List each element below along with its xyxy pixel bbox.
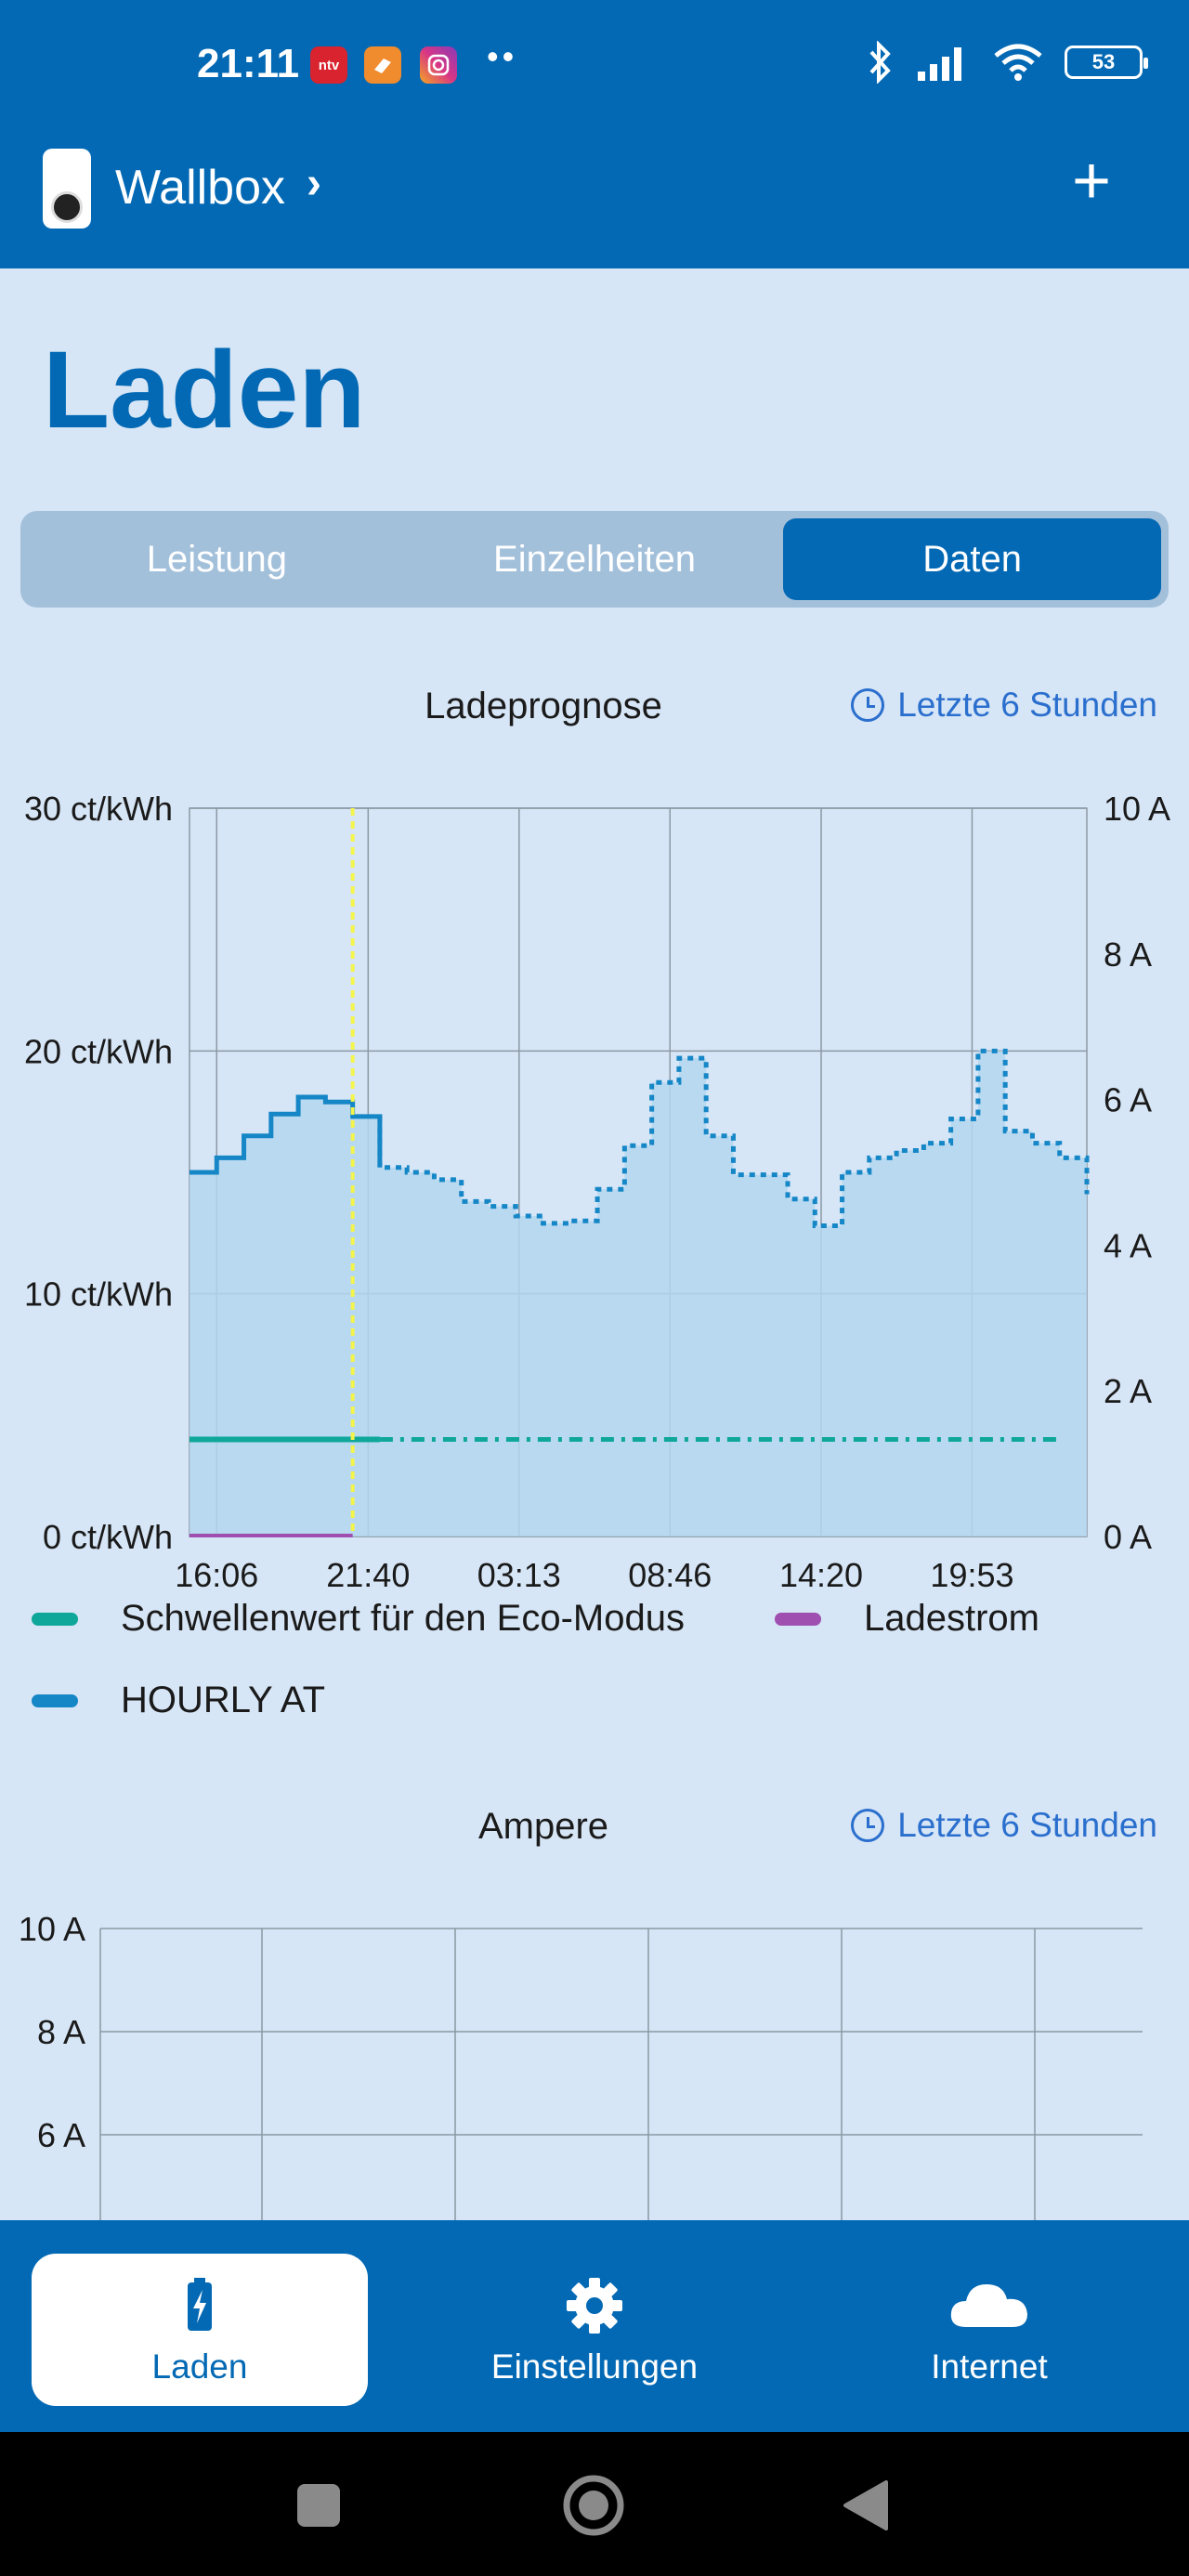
recents-square-icon[interactable] [295, 2482, 342, 2529]
legend-label: HOURLY AT [121, 1680, 326, 1720]
legend-item-ladestrom[interactable]: Ladestrom [775, 1598, 1039, 1640]
tab-leistung[interactable]: Leistung [146, 538, 287, 580]
y-tick-label-right: 2 A [1104, 1372, 1152, 1410]
x-tick-label: 21:40 [326, 1556, 410, 1594]
nav-label: Laden [151, 2347, 248, 2386]
segmented-control: Leistung Einzelheiten Daten [20, 511, 1169, 608]
nav-internet[interactable]: Internet [821, 2254, 1157, 2406]
y-tick-label-left: 20 ct/kWh [24, 1032, 173, 1070]
x-tick-label: 19:53 [930, 1556, 1013, 1594]
y-tick-label-right: 4 A [1104, 1226, 1152, 1264]
bluetooth-icon [869, 41, 891, 84]
device-name[interactable]: Wallbox [115, 161, 286, 215]
shop-app-icon [364, 46, 401, 84]
app-bar: Wallbox › + [0, 132, 1189, 268]
y-tick-label-right: 0 A [1104, 1518, 1152, 1556]
status-time: 21:11 [197, 41, 300, 86]
x-tick-label: 16:06 [175, 1556, 258, 1594]
ampere-chart: 10 A 8 A 6 A [19, 1910, 1143, 2220]
ladeprognose-chart: 30 ct/kWh 20 ct/kWh 10 ct/kWh 0 ct/kWh 10 A 8… [24, 790, 1170, 1594]
ntv-app-icon: ntv [310, 46, 347, 84]
more-notifications-icon: •• [487, 37, 518, 75]
y-tick-label-right: 10 A [1104, 790, 1170, 828]
home-circle-icon[interactable] [561, 2473, 626, 2538]
time-range-selector[interactable]: Letzte 6 Stunden [851, 686, 1157, 725]
time-range-selector[interactable]: Letzte 6 Stunden [851, 1806, 1157, 1845]
legend-label: Schwellenwert für den Eco-Modus [121, 1598, 685, 1639]
add-button[interactable]: + [1071, 144, 1111, 218]
bottom-navigation: Laden Einstellungen Internet [0, 2220, 1189, 2432]
clock-icon [851, 1809, 885, 1842]
legend-item-eco-threshold[interactable]: Schwellenwert für den Eco-Modus [32, 1598, 685, 1640]
y-tick-label-left: 30 ct/kWh [24, 790, 173, 828]
y-tick-label-left: 10 ct/kWh [24, 1275, 173, 1314]
legend-item-hourly-at[interactable]: HOURLY AT [32, 1680, 325, 1721]
price-area [189, 1051, 1087, 1536]
wallbox-device-icon[interactable] [43, 149, 91, 229]
x-tick-label: 08:46 [628, 1556, 712, 1594]
legend-swatch [32, 1693, 78, 1707]
tab-einzelheiten[interactable]: Einzelheiten [493, 538, 696, 580]
legend-label: Ladestrom [864, 1598, 1039, 1639]
chart-title: Ampere [477, 1806, 609, 1847]
price-line-forecast [377, 1048, 1090, 1228]
y-tick-label-right: 8 A [1104, 935, 1152, 974]
ladeprognose-header: Ladeprognose Letzte 6 Stunden [0, 686, 1189, 741]
y-tick-label: 8 A [37, 2013, 85, 2051]
chart-title: Ladeprognose [425, 686, 662, 726]
instagram-app-icon [420, 46, 457, 84]
y-tick-label: 10 A [19, 1910, 85, 1948]
time-range-label: Letzte 6 Stunden [897, 686, 1157, 724]
time-range-label: Letzte 6 Stunden [897, 1806, 1157, 1844]
nav-label: Einstellungen [490, 2347, 699, 2386]
legend-swatch [32, 1612, 78, 1626]
legend-swatch [775, 1612, 821, 1626]
battery-charging-icon [188, 2278, 212, 2331]
clock-icon [851, 688, 885, 722]
nav-einstellungen[interactable]: Einstellungen [426, 2254, 763, 2406]
tab-daten[interactable]: Daten [783, 518, 1162, 600]
cloud-icon [950, 2284, 1027, 2327]
status-bar: 21:11 ntv •• 53 [0, 0, 1189, 132]
nav-laden[interactable]: Laden [32, 2254, 368, 2406]
ampere-header: Ampere Letzte 6 Stunden [0, 1806, 1189, 1862]
chevron-right-icon[interactable]: › [307, 159, 321, 208]
page-title: Laden [43, 329, 366, 451]
chart-legend: Schwellenwert für den Eco-Modus Ladestro… [0, 1598, 1189, 1737]
system-navigation-bar [0, 2432, 1189, 2576]
wifi-icon [994, 44, 1042, 81]
gear-icon [567, 2278, 622, 2334]
x-tick-label: 03:13 [477, 1556, 561, 1594]
back-triangle-icon[interactable] [840, 2478, 890, 2532]
y-tick-label-right: 6 A [1104, 1081, 1152, 1119]
x-tick-label: 14:20 [779, 1556, 863, 1594]
battery-icon: 53 [1065, 46, 1148, 79]
y-tick-label-left: 0 ct/kWh [43, 1518, 173, 1556]
nav-label: Internet [931, 2347, 1048, 2386]
signal-icon [918, 47, 961, 81]
y-tick-label: 6 A [37, 2116, 85, 2154]
